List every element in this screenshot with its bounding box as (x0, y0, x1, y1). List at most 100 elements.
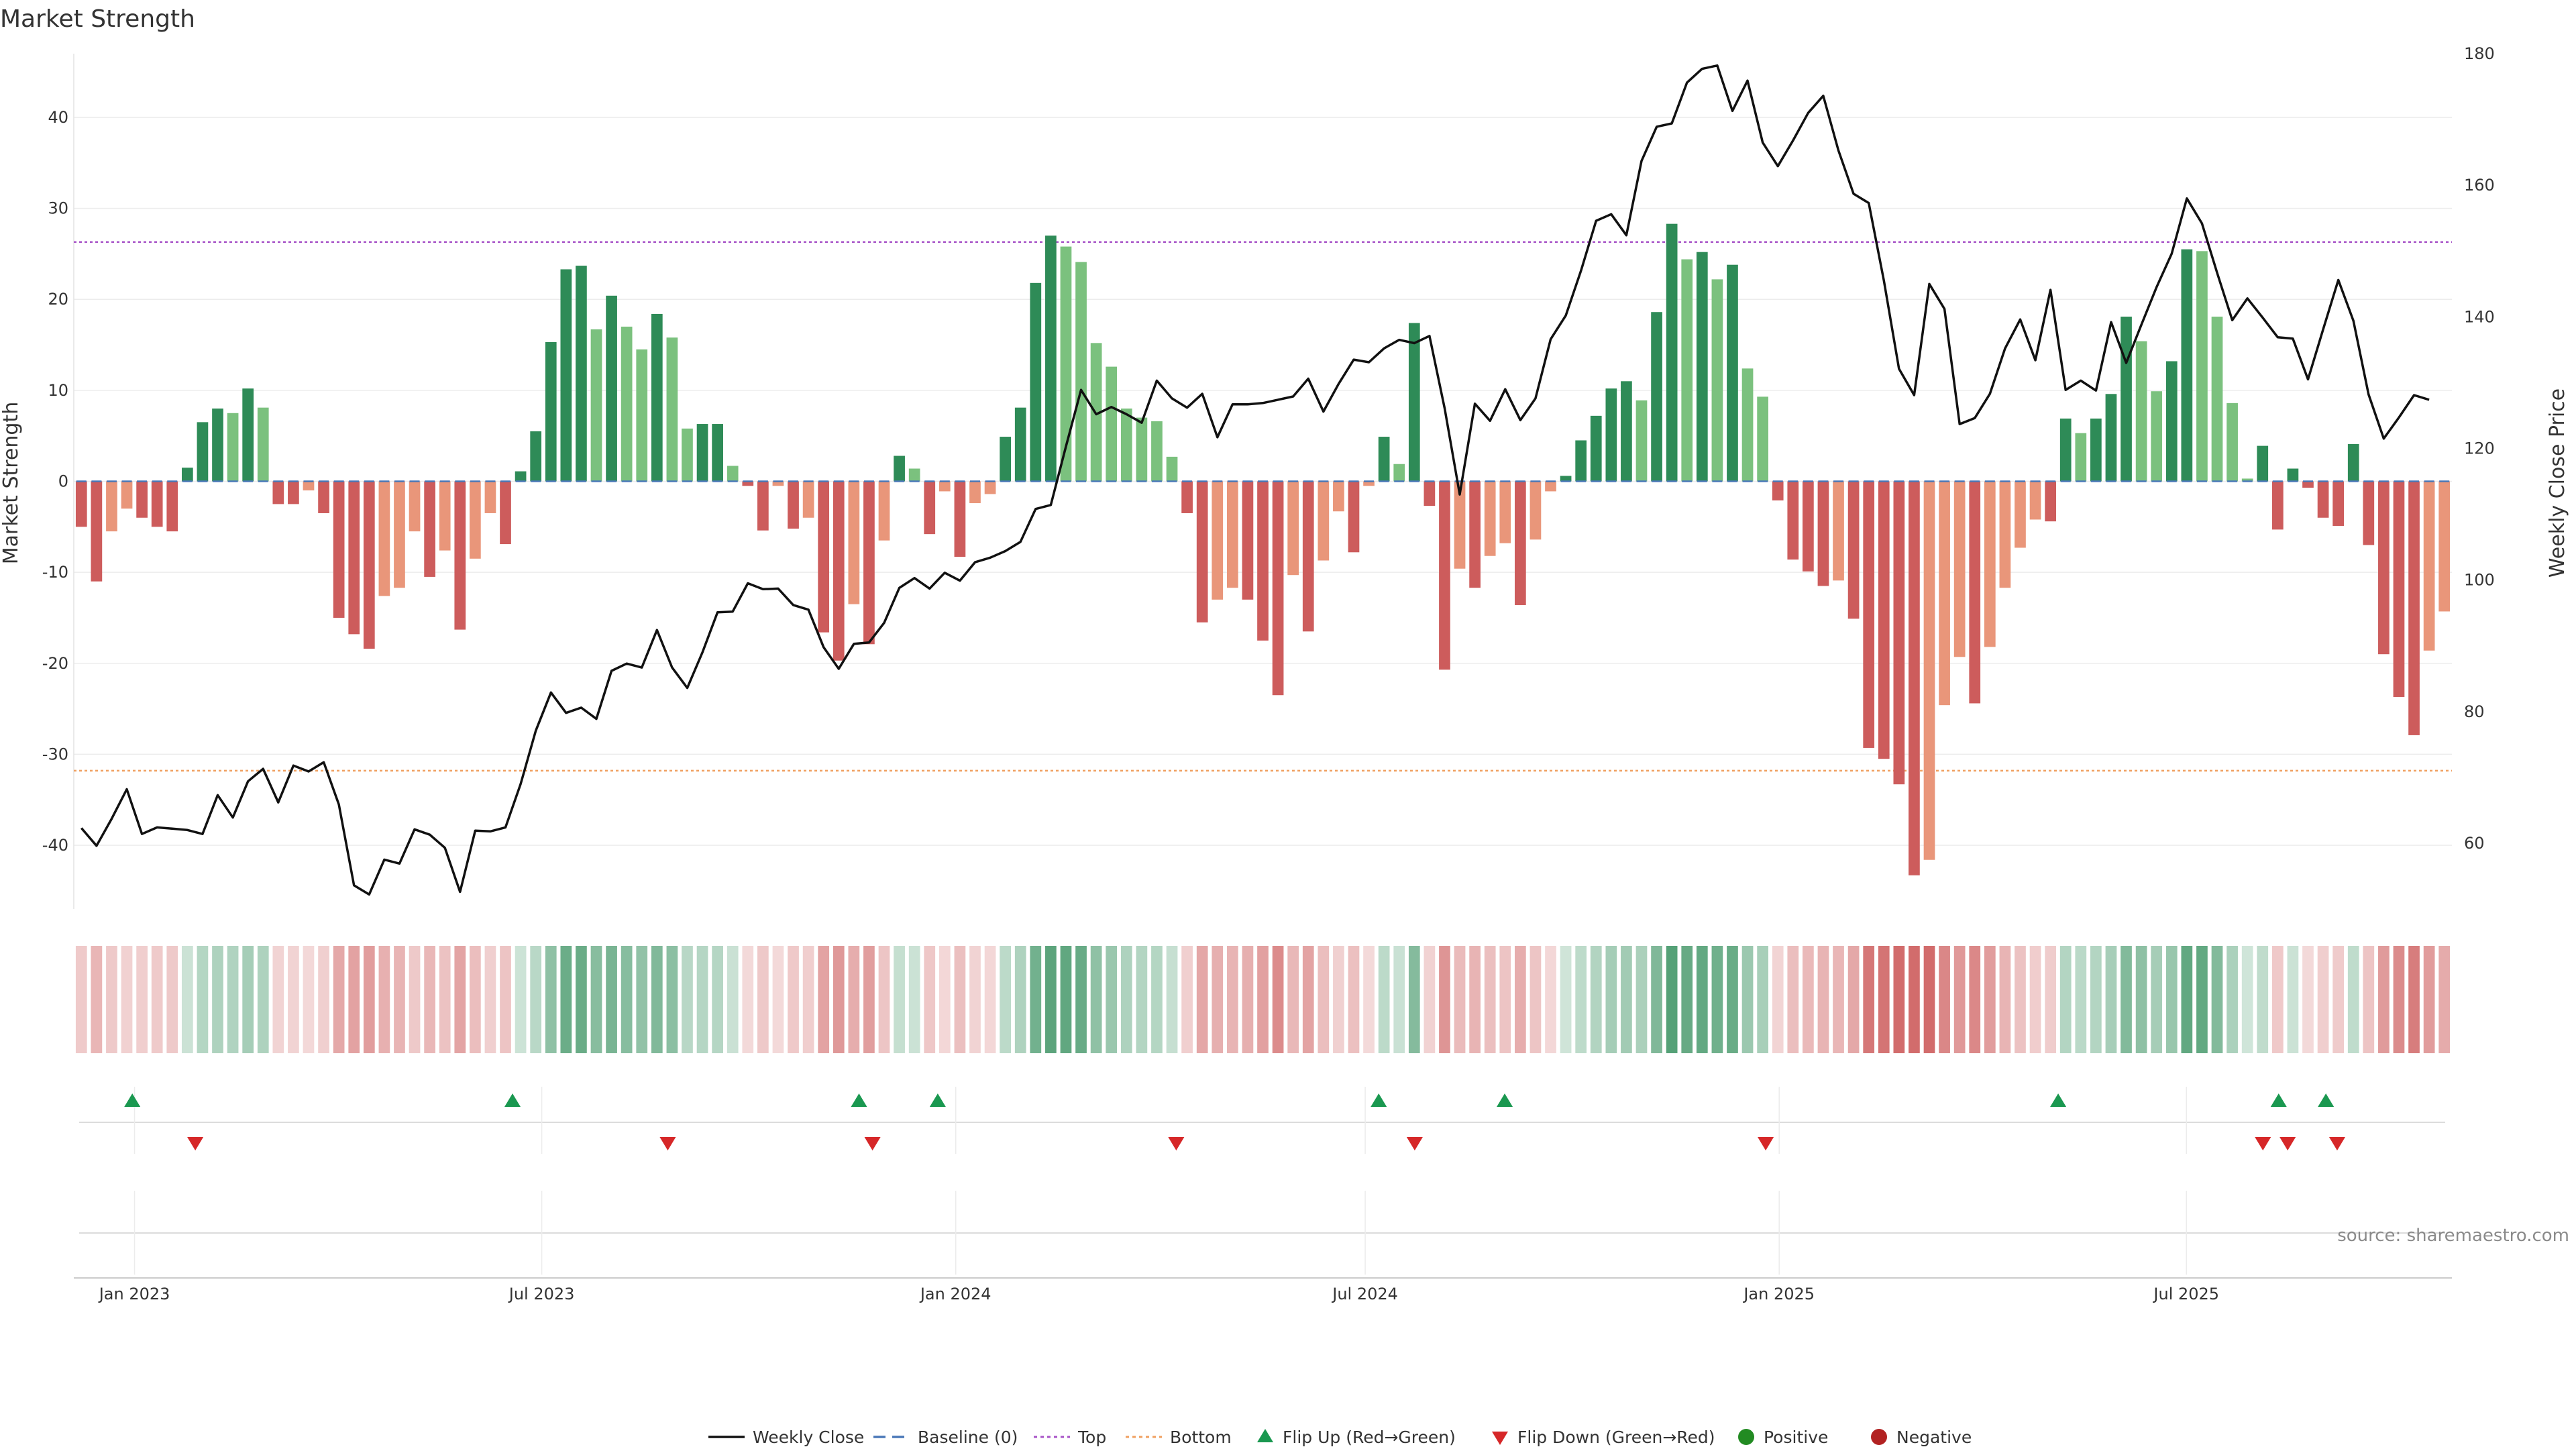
strength-bar (772, 481, 784, 486)
strength-bar (1242, 481, 1254, 600)
strength-bar (2059, 418, 2072, 482)
strength-bar (1075, 262, 1087, 482)
heat-cell (651, 946, 663, 1053)
y-tick-label: 20 (48, 290, 68, 309)
strength-bar (1878, 481, 1890, 759)
strength-bar (1969, 481, 1981, 704)
flip-down-marker (2279, 1137, 2296, 1150)
heat-cell (2271, 946, 2284, 1053)
heat-cell (1605, 946, 1617, 1053)
strength-bar (1575, 440, 1587, 482)
strength-bar (2317, 481, 2329, 518)
strength-bar (1847, 481, 1860, 619)
heat-cell (1969, 946, 1981, 1053)
strength-bar (878, 481, 890, 541)
strength-bar (2378, 481, 2390, 655)
strength-bar (1863, 481, 1875, 748)
strength-bar (151, 481, 163, 527)
strength-bar (2271, 481, 2284, 530)
strength-bar (894, 455, 905, 482)
strength-bar (1226, 481, 1238, 588)
strength-bar (1136, 417, 1148, 482)
heat-cell (1499, 946, 1511, 1053)
legend-swatch-flip-up (1257, 1429, 1273, 1442)
heat-cell (2423, 946, 2435, 1053)
strength-bar (2393, 481, 2405, 697)
strength-bar (1060, 246, 1072, 482)
heat-cell (545, 946, 557, 1053)
strength-bar (1272, 481, 1284, 696)
y-tick-label-right: 180 (2464, 44, 2495, 63)
strength-bar (1212, 481, 1224, 600)
strength-bar (2075, 433, 2087, 482)
strength-bar (833, 481, 845, 661)
strength-bar (1590, 415, 1602, 482)
heat-cell (1787, 946, 1799, 1053)
heat-cell (1408, 946, 1420, 1053)
y-tick-label-right: 80 (2464, 702, 2485, 721)
heat-cell (1741, 946, 1754, 1053)
heat-cell (696, 946, 708, 1053)
strength-bar (1196, 481, 1208, 623)
heat-cell (712, 946, 723, 1053)
strength-bar (2226, 402, 2238, 482)
strength-bar (1681, 259, 1693, 482)
heat-cell (2121, 946, 2132, 1053)
legend-label: Negative (1896, 1428, 1972, 1447)
strength-bar (1923, 481, 1935, 860)
heat-cell (2059, 946, 2072, 1053)
heat-cell (1833, 946, 1844, 1053)
heat-cell (1014, 946, 1026, 1053)
heat-cell (288, 946, 299, 1053)
strength-bar (1514, 481, 1526, 605)
strength-bar (2105, 394, 2117, 482)
strength-bar (530, 431, 542, 482)
strength-bar (1635, 400, 1648, 482)
strength-bar (1666, 223, 1678, 482)
heat-cell (1166, 946, 1178, 1053)
heat-cell (530, 946, 542, 1053)
strength-bar (227, 413, 239, 482)
heat-cell (954, 946, 966, 1053)
strength-bar (2332, 481, 2345, 526)
weekly-close-line (80, 64, 2430, 896)
heat-cell (682, 946, 693, 1053)
heat-cell (2090, 946, 2102, 1053)
strength-bar (1787, 481, 1799, 560)
heat-cell (1348, 946, 1360, 1053)
strength-bars (75, 223, 2451, 875)
heat-cell (2393, 946, 2405, 1053)
strength-bar (409, 481, 421, 532)
strength-bar (1106, 366, 1118, 482)
strength-bar (333, 481, 345, 618)
strength-bar (924, 481, 936, 535)
heat-cell (1242, 946, 1254, 1053)
strength-bar (863, 481, 875, 645)
heat-cell (1909, 946, 1920, 1053)
heat-cell (1196, 946, 1208, 1053)
legend-label: Positive (1764, 1428, 1828, 1447)
y-tick-label: 0 (58, 472, 68, 491)
y-tick-label-right: 100 (2464, 571, 2495, 590)
flip-markers-panel (74, 1087, 2452, 1279)
heat-cell (424, 946, 435, 1053)
legend-label: Baseline (0) (918, 1428, 1018, 1447)
strength-bar (439, 481, 451, 551)
strength-bar (1939, 481, 1950, 706)
heat-cell (1545, 946, 1556, 1053)
heat-cell (1181, 946, 1193, 1053)
strength-bar (696, 424, 708, 482)
strength-bar (500, 481, 511, 545)
flip-up-marker (124, 1093, 141, 1107)
strength-bar (848, 481, 860, 604)
y-tick-label: -20 (42, 654, 68, 673)
y-tick-label: 40 (48, 108, 68, 127)
strength-bar (666, 337, 678, 482)
heat-cell (2181, 946, 2193, 1053)
strength-bar (802, 481, 814, 518)
flip-down-marker (2255, 1137, 2271, 1150)
heat-cell (938, 946, 951, 1053)
heat-cell (727, 946, 739, 1053)
heat-cell (560, 946, 572, 1053)
